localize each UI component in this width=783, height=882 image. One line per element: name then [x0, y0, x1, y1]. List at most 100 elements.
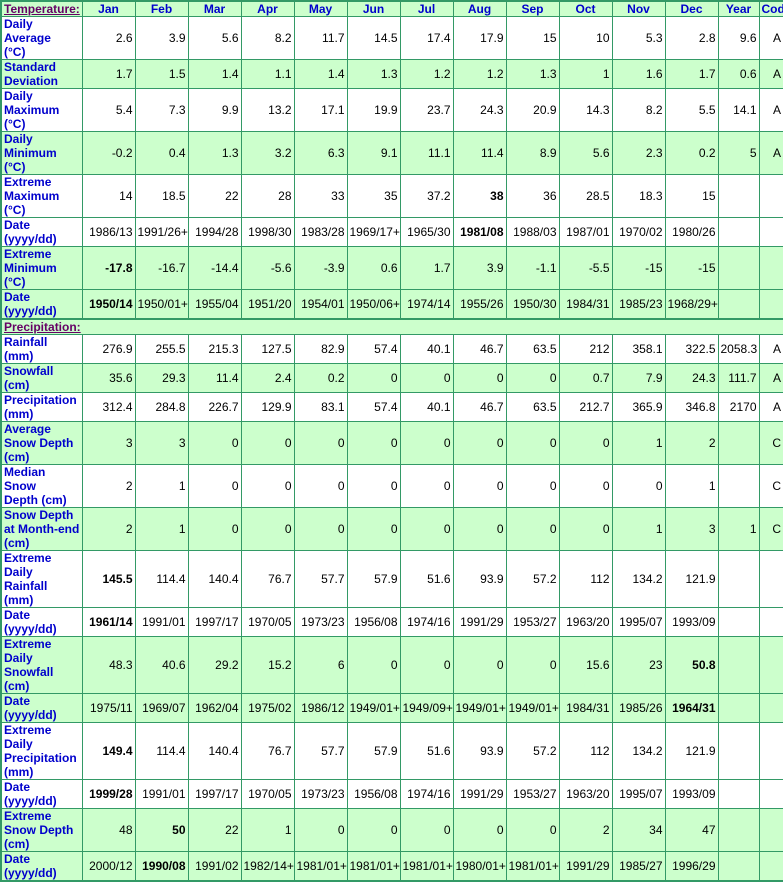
cell-value: 0: [293, 421, 348, 465]
cell-value: 51.6: [399, 722, 454, 780]
cell-value: 2000/12: [81, 851, 136, 882]
row-label: Daily Average (°C): [0, 16, 83, 60]
cell-value: 0: [346, 808, 401, 852]
cell-value: 35: [346, 174, 401, 218]
cell-value: 0: [505, 636, 560, 694]
cell-value: 15.6: [558, 636, 613, 694]
cell-value: 18.3: [611, 174, 666, 218]
cell-value: 1.3: [187, 131, 242, 175]
cell-value: 111.7: [717, 363, 760, 393]
cell-value: 5.6: [187, 16, 242, 60]
cell-value: 2058.3: [717, 334, 760, 364]
cell-value: 1968/29+: [664, 289, 719, 320]
cell-value: 7.9: [611, 363, 666, 393]
cell-value: 358.1: [611, 334, 666, 364]
cell-value: 1980/26: [664, 217, 719, 247]
cell-value: 10: [558, 16, 613, 60]
cell-value: 11.4: [452, 131, 507, 175]
cell-value: 145.5: [81, 550, 136, 608]
section-title-temperature[interactable]: Temperature:: [0, 0, 83, 17]
cell-value: 1.1: [240, 59, 295, 89]
cell-value: C: [758, 421, 783, 465]
cell-value: 1.7: [81, 59, 136, 89]
table-row: Extreme Daily Rainfall (mm) 145.5 114.4 140…: [0, 550, 783, 608]
cell-value: 1975/11: [81, 693, 136, 723]
cell-value: C: [758, 507, 783, 551]
cell-value: [717, 779, 760, 809]
cell-value: 255.5: [134, 334, 189, 364]
cell-value: 212.7: [558, 392, 613, 422]
cell-value: 17.1: [293, 88, 348, 132]
row-label: Extreme Daily Snowfall (cm): [0, 636, 83, 694]
cell-value: 0: [399, 636, 454, 694]
cell-value: A: [758, 59, 783, 89]
cell-value: 114.4: [134, 550, 189, 608]
table-row: Average Snow Depth (cm) 3 3 0 0 0 0 0 0 0 0 1 2 C: [0, 421, 783, 465]
cell-value: 14: [81, 174, 136, 218]
cell-value: 0: [399, 464, 454, 508]
cell-value: 0: [346, 464, 401, 508]
cell-value: 322.5: [664, 334, 719, 364]
cell-value: 3.9: [134, 16, 189, 60]
cell-value: -14.4: [187, 246, 242, 290]
cell-value: 1991/29: [452, 779, 507, 809]
cell-value: 57.4: [346, 392, 401, 422]
cell-value: 1994/28: [187, 217, 242, 247]
cell-value: 22: [187, 174, 242, 218]
cell-value: [758, 779, 783, 809]
cell-value: 0: [346, 363, 401, 393]
cell-value: 2: [558, 808, 613, 852]
cell-value: 1991/29: [558, 851, 613, 882]
cell-value: 14.3: [558, 88, 613, 132]
cell-value: 1970/02: [611, 217, 666, 247]
cell-value: -16.7: [134, 246, 189, 290]
column-header-feb: Feb: [134, 0, 189, 17]
cell-value: 0: [399, 363, 454, 393]
cell-value: 57.7: [293, 722, 348, 780]
cell-value: 57.2: [505, 722, 560, 780]
cell-value: 1963/20: [558, 607, 613, 637]
cell-value: 1.2: [399, 59, 454, 89]
cell-value: [717, 693, 760, 723]
cell-value: [758, 808, 783, 852]
cell-value: 9.9: [187, 88, 242, 132]
column-header-jun: Jun: [346, 0, 401, 17]
cell-value: 312.4: [81, 392, 136, 422]
cell-value: 1984/31: [558, 289, 613, 320]
cell-value: 127.5: [240, 334, 295, 364]
column-header-oct: Oct: [558, 0, 613, 17]
cell-value: 0: [187, 464, 242, 508]
cell-value: 1973/23: [293, 779, 348, 809]
cell-value: 23.7: [399, 88, 454, 132]
cell-value: 2.8: [664, 16, 719, 60]
section-title-precipitation[interactable]: Precipitation:: [0, 318, 783, 335]
cell-value: 3: [81, 421, 136, 465]
cell-value: 1983/28: [293, 217, 348, 247]
cell-value: 1997/17: [187, 607, 242, 637]
cell-value: 11.7: [293, 16, 348, 60]
cell-value: [717, 246, 760, 290]
cell-value: 46.7: [452, 392, 507, 422]
cell-value: A: [758, 334, 783, 364]
cell-value: 63.5: [505, 392, 560, 422]
table-row: Snow Depth at Month-end (cm) 2 1 0 0 0 0 0 0 0 0 1 3…: [0, 507, 783, 551]
column-header-jul: Jul: [399, 0, 454, 17]
cell-value: 9.6: [717, 16, 760, 60]
cell-value: [758, 851, 783, 882]
cell-value: 24.3: [452, 88, 507, 132]
cell-value: 1984/31: [558, 693, 613, 723]
cell-value: 0: [452, 421, 507, 465]
cell-value: 0: [293, 464, 348, 508]
cell-value: 1.3: [505, 59, 560, 89]
row-label: Extreme Snow Depth (cm): [0, 808, 83, 852]
cell-value: 8.9: [505, 131, 560, 175]
cell-value: 1985/27: [611, 851, 666, 882]
cell-value: 6: [293, 636, 348, 694]
cell-value: 57.7: [293, 550, 348, 608]
cell-value: 0: [558, 507, 613, 551]
column-header-may: May: [293, 0, 348, 17]
cell-value: -5.5: [558, 246, 613, 290]
cell-value: 40.1: [399, 334, 454, 364]
cell-value: 17.4: [399, 16, 454, 60]
cell-value: [717, 289, 760, 320]
